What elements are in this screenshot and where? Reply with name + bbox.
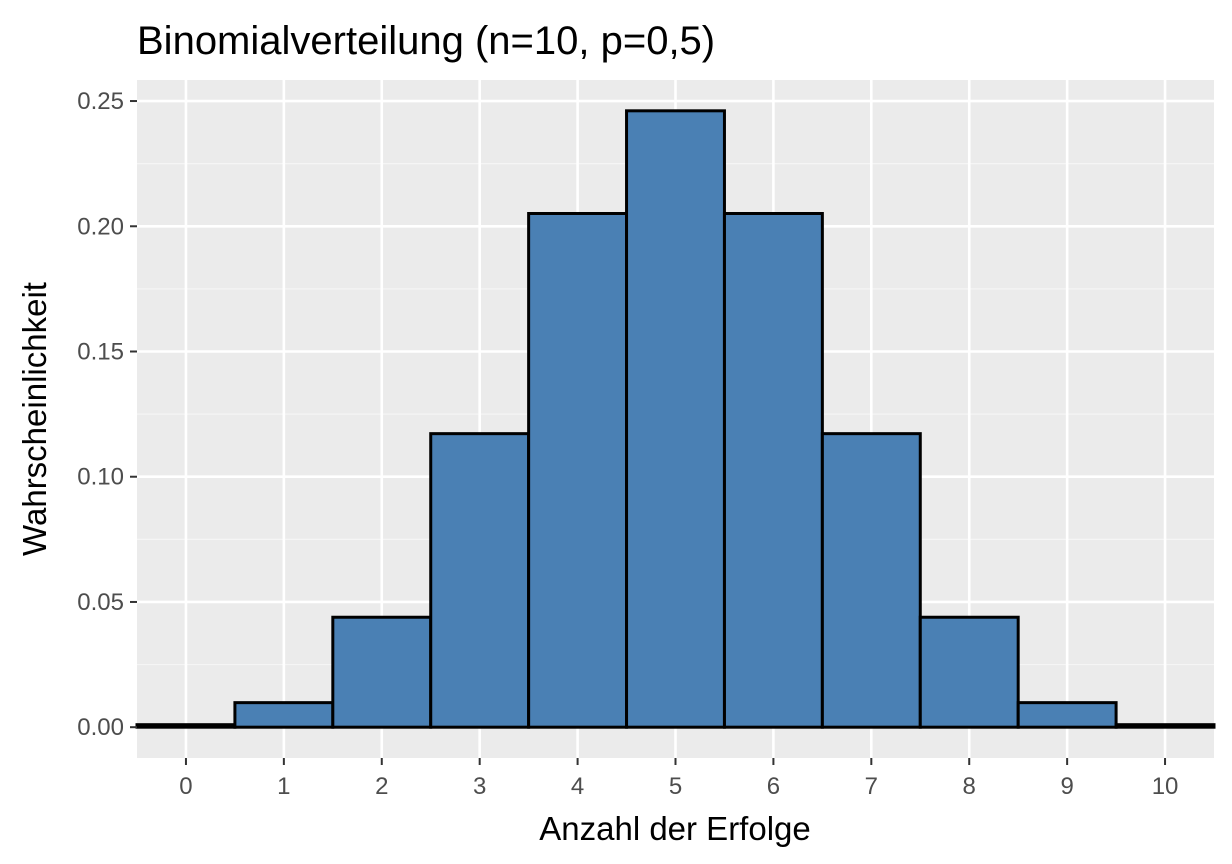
x-tick-label: 9 [1060, 773, 1073, 800]
bar [331, 615, 433, 729]
x-axis: 0 1 2 3 4 5 6 7 8 9 10 [179, 758, 1178, 800]
y-tick-label: 0.20 [77, 213, 124, 240]
x-tick-label: 7 [865, 773, 878, 800]
x-tick-label: 2 [375, 773, 388, 800]
y-tick-label: 0.25 [77, 88, 124, 115]
bar [625, 109, 726, 729]
chart-title: Binomialverteilung (n=10, p=0,5) [137, 19, 715, 63]
y-tick-label: 0.15 [77, 339, 124, 366]
x-tick-label: 6 [767, 773, 780, 800]
bar [722, 211, 824, 729]
bar [527, 211, 629, 729]
bar [1016, 701, 1118, 729]
y-tick-label: 0.05 [77, 589, 124, 616]
y-tick-label: 0.00 [77, 714, 124, 741]
y-axis-label: Wahrscheinlichkeit [16, 282, 53, 556]
bar [918, 615, 1020, 729]
x-tick-label: 0 [179, 773, 192, 800]
bar [820, 432, 922, 729]
x-tick-label: 8 [963, 773, 976, 800]
y-axis: 0.00 0.05 0.10 0.15 0.20 0.25 [77, 88, 137, 741]
x-tick-label: 4 [571, 773, 584, 800]
x-tick-label: 10 [1152, 773, 1179, 800]
bar [1114, 723, 1216, 729]
x-axis-label: Anzahl der Erfolge [539, 810, 811, 847]
bars [135, 109, 1216, 729]
x-tick-label: 1 [277, 773, 290, 800]
x-tick-label: 3 [473, 773, 486, 800]
y-tick-label: 0.10 [77, 464, 124, 491]
bar [135, 723, 237, 729]
x-tick-label: 5 [669, 773, 682, 800]
bar [233, 701, 335, 729]
bar [429, 432, 531, 729]
